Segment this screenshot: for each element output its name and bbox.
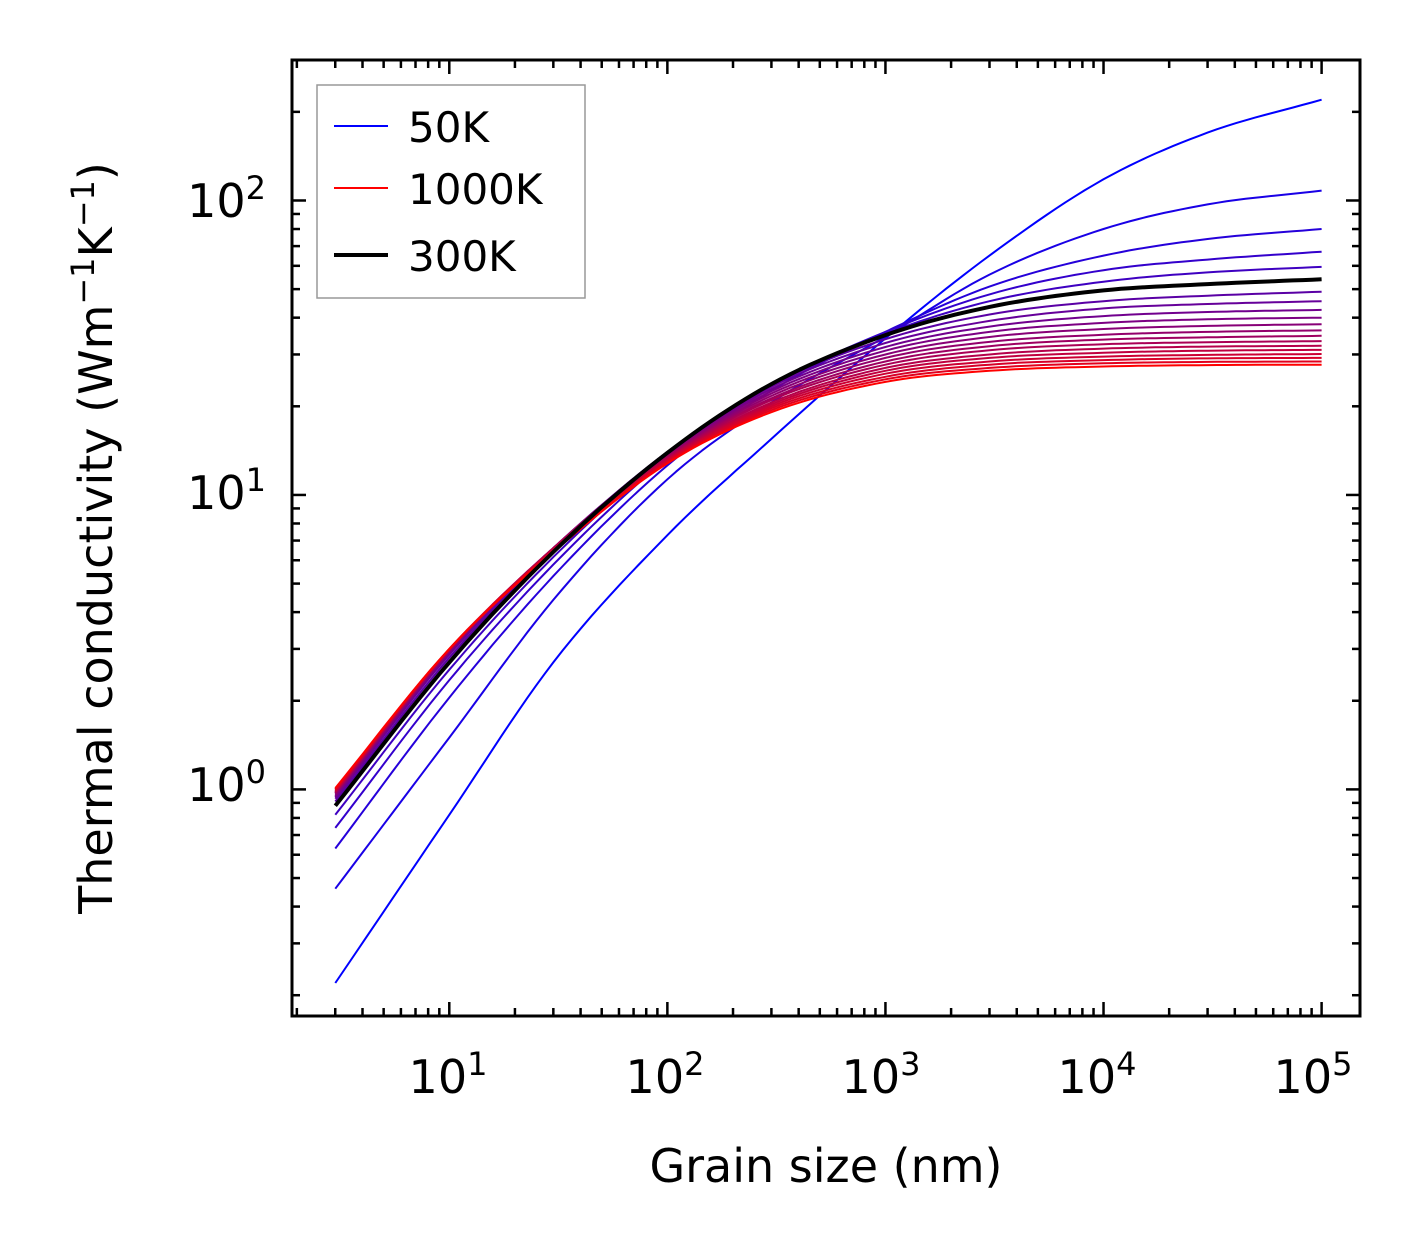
series-line-350k [334, 290, 1322, 803]
x-tick-label: 103 [842, 1045, 921, 1104]
series-line-400k [334, 300, 1322, 800]
series-line-300k [333, 277, 1322, 807]
series-line-1000k [334, 363, 1322, 789]
series-line-250k [334, 265, 1322, 816]
series-line-600k [334, 329, 1322, 794]
series-line-900k [334, 356, 1322, 791]
series-line-850k [334, 353, 1322, 792]
y-tick-label: 100 [187, 753, 266, 812]
legend-box [316, 84, 586, 299]
plot-frame [290, 58, 1362, 1018]
legend-label-1000k: 1000K [408, 165, 544, 214]
series-line-650k [334, 334, 1322, 794]
x-tick-label: 105 [1274, 1045, 1353, 1104]
y-axis-label: Thermal conductivity (Wm−1K−1) [64, 162, 123, 915]
series-line-950k [334, 360, 1322, 791]
series-line-150k [334, 228, 1322, 850]
series-line-800k [334, 348, 1322, 792]
series-line-700k [334, 340, 1322, 793]
legend: 50K 1000K 300K [316, 84, 586, 299]
x-tick-label: 102 [626, 1045, 705, 1104]
legend-label-50k: 50K [408, 103, 490, 152]
tick-layer [292, 58, 1360, 1016]
series-layer [333, 98, 1322, 984]
x-tick-label: 104 [1058, 1045, 1137, 1104]
x-axis-label: Grain size (nm) [650, 1139, 1003, 1193]
x-tick-label: 101 [409, 1045, 488, 1104]
y-tick-label: 101 [187, 461, 266, 520]
series-line-750k [334, 344, 1322, 793]
y-tick-label: 102 [187, 169, 266, 228]
legend-label-300k: 300K [408, 232, 517, 281]
